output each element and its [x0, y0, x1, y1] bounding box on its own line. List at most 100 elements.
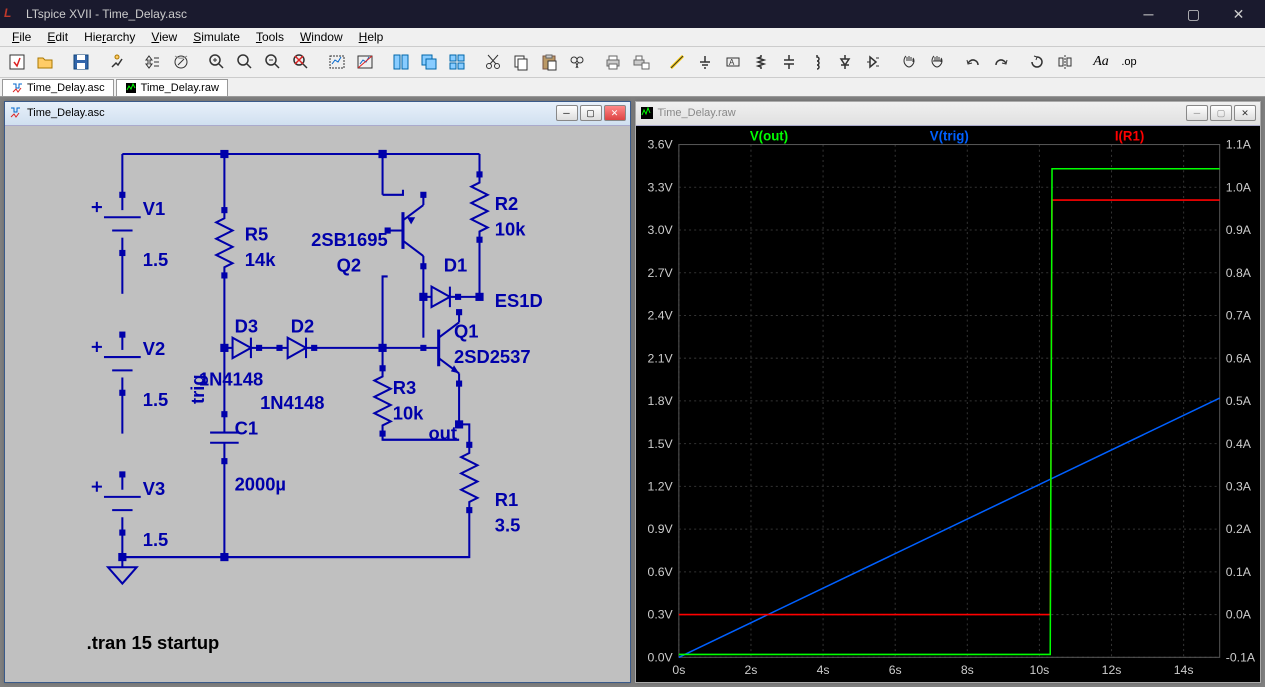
app-window: L LTspice XVII - Time_Delay.asc ─ ▢ ✕ Fi…: [0, 0, 1265, 687]
svg-text:R5: R5: [245, 224, 268, 245]
svg-text:-0.1A: -0.1A: [1225, 650, 1255, 664]
waveform-maximize-button[interactable]: ▢: [1210, 105, 1232, 121]
schematic-canvas-container[interactable]: V11.5V21.5V31.5R514kD31N4148D21N4148C120…: [5, 126, 630, 682]
cascade-button[interactable]: [416, 49, 442, 75]
inductor-button[interactable]: [804, 49, 830, 75]
open-button[interactable]: [32, 49, 58, 75]
titlebar: L LTspice XVII - Time_Delay.asc ─ ▢ ✕: [0, 0, 1265, 28]
draw-wire-button[interactable]: [664, 49, 690, 75]
undo-button[interactable]: [960, 49, 986, 75]
run-button[interactable]: [140, 49, 166, 75]
svg-text:R1: R1: [495, 489, 518, 510]
menu-tools[interactable]: Tools: [248, 28, 292, 46]
print-button[interactable]: [600, 49, 626, 75]
schematic-maximize-button[interactable]: ▢: [580, 105, 602, 121]
svg-text:0.2A: 0.2A: [1225, 522, 1251, 536]
svg-text:1.0A: 1.0A: [1225, 180, 1251, 194]
schematic-canvas[interactable]: V11.5V21.5V31.5R514kD31N4148D21N4148C120…: [5, 126, 630, 682]
close-button[interactable]: ✕: [1216, 0, 1261, 28]
menu-help[interactable]: Help: [351, 28, 392, 46]
svg-text:D2: D2: [291, 316, 314, 337]
tab-schematic[interactable]: Time_Delay.asc: [2, 79, 114, 96]
svg-text:0.4A: 0.4A: [1225, 437, 1251, 451]
svg-text:1N4148: 1N4148: [199, 369, 263, 390]
menubar: File Edit Hierarchy View Simulate Tools …: [0, 28, 1265, 47]
new-schematic-button[interactable]: [4, 49, 30, 75]
app-icon: L: [4, 6, 20, 22]
svg-text:12s: 12s: [1101, 663, 1121, 677]
capacitor-button[interactable]: [776, 49, 802, 75]
drag-button[interactable]: [924, 49, 950, 75]
copy-button[interactable]: [508, 49, 534, 75]
maximize-button[interactable]: ▢: [1171, 0, 1216, 28]
menu-hierarchy[interactable]: Hierarchy: [76, 28, 143, 46]
svg-text:D3: D3: [235, 316, 258, 337]
save-button[interactable]: [68, 49, 94, 75]
resistor-button[interactable]: [748, 49, 774, 75]
svg-text:2.1V: 2.1V: [647, 351, 673, 365]
svg-text:3.5: 3.5: [495, 515, 521, 536]
toggle-button[interactable]: [352, 49, 378, 75]
minimize-button[interactable]: ─: [1126, 0, 1171, 28]
svg-text:14k: 14k: [245, 249, 276, 270]
waveform-minimize-button[interactable]: ─: [1186, 105, 1208, 121]
tab-schematic-label: Time_Delay.asc: [27, 82, 105, 94]
zoom-in-button[interactable]: [204, 49, 230, 75]
spice-directive-button[interactable]: .op: [1116, 49, 1142, 75]
ground-button[interactable]: [692, 49, 718, 75]
svg-text:0s: 0s: [672, 663, 685, 677]
mirror-button[interactable]: [1052, 49, 1078, 75]
halt-button[interactable]: [168, 49, 194, 75]
svg-text:2.7V: 2.7V: [647, 266, 673, 280]
tab-waveform[interactable]: Time_Delay.raw: [116, 79, 228, 96]
menu-view[interactable]: View: [143, 28, 185, 46]
waveform-window-icon: [640, 106, 654, 120]
waveform-canvas-container[interactable]: 0.0V0.3V0.6V0.9V1.2V1.5V1.8V2.1V2.4V2.7V…: [636, 126, 1261, 682]
schematic-close-button[interactable]: ✕: [604, 105, 626, 121]
component-button[interactable]: [860, 49, 886, 75]
svg-text:10k: 10k: [393, 402, 424, 423]
cut-button[interactable]: [480, 49, 506, 75]
svg-text:1.5V: 1.5V: [647, 437, 673, 451]
zoom-fit-button[interactable]: [288, 49, 314, 75]
zoom-out-button[interactable]: [260, 49, 286, 75]
menu-file[interactable]: File: [4, 28, 39, 46]
schematic-minimize-button[interactable]: ─: [556, 105, 578, 121]
text-button[interactable]: Aa: [1088, 49, 1114, 75]
menu-window[interactable]: Window: [292, 28, 351, 46]
svg-text:D1: D1: [444, 254, 467, 275]
svg-text:2000µ: 2000µ: [235, 474, 286, 495]
move-button[interactable]: [896, 49, 922, 75]
svg-text:3.6V: 3.6V: [647, 138, 673, 152]
redo-button[interactable]: [988, 49, 1014, 75]
svg-text:ES1D: ES1D: [495, 290, 543, 311]
menu-simulate[interactable]: Simulate: [185, 28, 248, 46]
autorange-button[interactable]: [324, 49, 350, 75]
find-button[interactable]: [564, 49, 590, 75]
svg-text:R3: R3: [393, 377, 416, 398]
zoom-pan-button[interactable]: [232, 49, 258, 75]
diode-button[interactable]: [832, 49, 858, 75]
waveform-titlebar[interactable]: Time_Delay.raw ─ ▢ ✕: [636, 102, 1261, 126]
schematic-window-title: Time_Delay.asc: [27, 107, 556, 119]
mdi-area: Time_Delay.asc ─ ▢ ✕ V11.5V21.5V31.5R514…: [0, 97, 1265, 687]
svg-text:8s: 8s: [960, 663, 973, 677]
schematic-window-icon: [9, 106, 23, 120]
svg-text:0.6V: 0.6V: [647, 565, 673, 579]
menu-edit[interactable]: Edit: [39, 28, 76, 46]
waveform-canvas[interactable]: 0.0V0.3V0.6V0.9V1.2V1.5V1.8V2.1V2.4V2.7V…: [636, 126, 1261, 682]
svg-text:2SD2537: 2SD2537: [454, 346, 531, 367]
waveform-close-button[interactable]: ✕: [1234, 105, 1256, 121]
svg-text:14s: 14s: [1173, 663, 1193, 677]
print-setup-button[interactable]: [628, 49, 654, 75]
control-panel-button[interactable]: [104, 49, 130, 75]
paste-button[interactable]: [536, 49, 562, 75]
close-all-button[interactable]: [444, 49, 470, 75]
waveform-window-title: Time_Delay.raw: [658, 107, 1187, 119]
tile-button[interactable]: [388, 49, 414, 75]
label-net-button[interactable]: A: [720, 49, 746, 75]
schematic-titlebar[interactable]: Time_Delay.asc ─ ▢ ✕: [5, 102, 630, 126]
svg-text:Q1: Q1: [454, 321, 479, 342]
app-title: LTspice XVII - Time_Delay.asc: [26, 7, 1126, 21]
rotate-button[interactable]: [1024, 49, 1050, 75]
